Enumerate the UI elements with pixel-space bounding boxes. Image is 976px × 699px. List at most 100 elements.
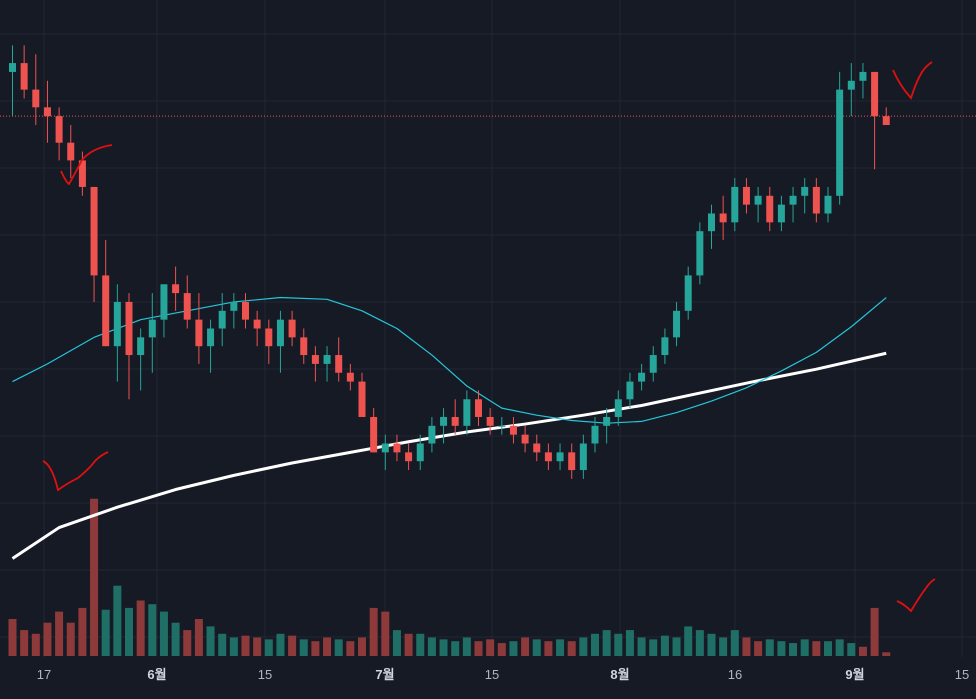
candle-body (684, 275, 692, 311)
candle (20, 45, 28, 99)
candle (393, 434, 401, 462)
candle-body (148, 319, 156, 338)
candle (137, 328, 145, 391)
candle (801, 178, 809, 214)
candle-body (242, 301, 249, 320)
candle-body (195, 319, 203, 347)
candle-body (183, 293, 191, 320)
volume-bar (288, 635, 297, 656)
candle (253, 310, 261, 347)
candle (614, 390, 622, 426)
candle (789, 186, 797, 223)
volume-bar (90, 498, 99, 656)
volume-bar (416, 633, 425, 656)
candle (148, 293, 156, 373)
volume-bar (637, 637, 646, 656)
volume-bar (346, 641, 355, 656)
candle (265, 319, 273, 364)
volume-bar (451, 641, 460, 656)
time-axis-background (0, 657, 976, 699)
candle (777, 195, 785, 232)
x-tick-label: 17 (37, 667, 51, 682)
volume-bar (229, 637, 238, 656)
candle-body (253, 319, 261, 329)
candle (544, 443, 552, 471)
candle-body (568, 452, 576, 471)
x-tick-label: 16 (728, 667, 742, 682)
candle (172, 266, 180, 311)
volume-bar (276, 633, 285, 656)
volume-bar (474, 641, 483, 656)
x-tick-label: 9월 (845, 667, 864, 682)
candle-body (661, 337, 669, 356)
x-tick-label: 15 (258, 667, 272, 682)
volume-bar (835, 639, 844, 656)
volume-bar (660, 635, 669, 656)
volume-bar (183, 630, 192, 656)
candle (381, 434, 389, 471)
candle (55, 107, 63, 161)
volume-bar (532, 639, 541, 656)
candle-body (288, 319, 296, 338)
candle (230, 293, 238, 329)
candle-body (78, 160, 86, 187)
candle-body (55, 116, 63, 143)
candle (859, 63, 867, 99)
candle (568, 443, 576, 479)
candle-body (43, 107, 51, 117)
candle (708, 204, 715, 249)
candle-body (160, 284, 168, 320)
candle (160, 284, 168, 338)
volume-bar (719, 637, 728, 656)
volume-bars (8, 498, 891, 656)
candle-body (67, 142, 75, 161)
candle-body (556, 452, 564, 462)
candle-body (20, 63, 28, 90)
volume-bar (159, 611, 168, 656)
volume-bar (579, 637, 588, 656)
candle-body (579, 443, 587, 471)
volume-bar (78, 607, 87, 656)
candle (649, 346, 657, 382)
volume-bar (392, 630, 401, 656)
candle (346, 363, 354, 391)
candle-body (521, 434, 529, 444)
volume-bar (777, 641, 786, 656)
candle (509, 416, 517, 444)
candle-body (358, 381, 366, 417)
volume-bar (55, 611, 64, 656)
candle-body (416, 443, 424, 462)
candle (207, 319, 215, 373)
volume-bar (136, 600, 145, 656)
volume-bar (591, 633, 599, 656)
volume-bar (462, 637, 471, 656)
volume-bar (253, 637, 262, 656)
candle (195, 293, 203, 364)
candle (684, 266, 692, 320)
annotation-mark-top-right (892, 61, 933, 100)
candle-body (824, 195, 832, 214)
volume-bar (334, 639, 343, 656)
candle-body (871, 71, 879, 117)
volume-bar (66, 622, 75, 656)
volume-bar (264, 639, 273, 656)
candle-body (591, 425, 599, 444)
candle-body (172, 284, 180, 294)
candle (183, 275, 191, 329)
candle-body (300, 337, 308, 356)
candle-body (719, 213, 727, 223)
volume-bar (672, 637, 681, 656)
volume-bar (544, 641, 553, 656)
candle-body (102, 275, 110, 347)
candle (754, 186, 762, 223)
candle (719, 195, 727, 241)
volume-bar (649, 639, 658, 656)
candle (463, 390, 471, 435)
candle (486, 408, 494, 435)
candle (416, 434, 424, 471)
volume-bar (521, 637, 530, 656)
volume-bar (171, 622, 180, 656)
candle-body (731, 186, 739, 223)
candle-body (405, 452, 413, 462)
